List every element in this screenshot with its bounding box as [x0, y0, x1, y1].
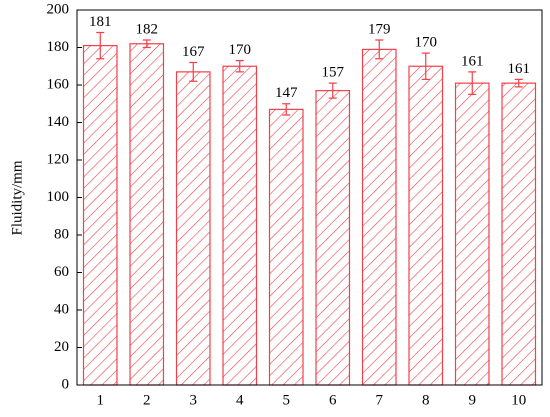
x-tick-label: 3 [190, 392, 198, 408]
value-label: 161 [461, 53, 484, 69]
y-tick-label: 100 [47, 189, 70, 205]
error-bar [189, 61, 198, 82]
y-tick-label: 160 [47, 76, 70, 92]
x-tick-label: 10 [511, 392, 526, 408]
value-label: 170 [229, 42, 252, 58]
y-tick-label: 20 [54, 339, 69, 355]
y-tick-label: 140 [47, 114, 70, 130]
bar [315, 90, 351, 386]
error-bar [375, 39, 384, 60]
bar [222, 65, 258, 386]
bar [501, 82, 537, 386]
x-tick-label: 5 [283, 392, 291, 408]
bar [268, 108, 304, 386]
bar [82, 45, 118, 386]
bar [361, 48, 397, 386]
value-label: 167 [182, 44, 205, 60]
value-label: 179 [368, 21, 391, 37]
y-tick-label: 120 [47, 151, 70, 167]
y-tick-label: 180 [47, 39, 70, 55]
y-tick-label: 40 [54, 301, 69, 317]
x-tick-label: 2 [143, 392, 151, 408]
error-bar [468, 71, 477, 95]
x-tick-label: 8 [422, 392, 430, 408]
y-tick-label: 60 [54, 264, 69, 280]
error-bar [235, 60, 244, 73]
value-label: 182 [136, 21, 159, 37]
x-tick-label: 7 [376, 392, 384, 408]
value-label: 147 [275, 85, 298, 101]
x-tick-label: 6 [329, 392, 337, 408]
x-tick-label: 9 [469, 392, 477, 408]
y-tick-label: 200 [47, 1, 70, 17]
value-label: 170 [415, 35, 438, 51]
y-tick-label: 80 [54, 226, 69, 242]
bar [408, 65, 444, 386]
bar [454, 82, 490, 386]
error-bar [96, 31, 105, 60]
x-tick-label: 1 [97, 392, 105, 408]
value-label: 181 [89, 14, 112, 30]
error-bar [421, 52, 430, 80]
error-bar [514, 78, 523, 88]
plot-frame [76, 9, 543, 386]
error-bar [328, 82, 337, 99]
y-tick-label: 0 [62, 376, 70, 392]
value-label: 157 [322, 65, 345, 81]
y-axis-label: Fluidity/mm [9, 160, 25, 235]
value-label: 161 [508, 61, 531, 77]
error-bar [282, 103, 291, 116]
x-tick-label: 4 [236, 392, 244, 408]
error-bar [142, 39, 151, 49]
bar [175, 71, 211, 386]
bar [129, 43, 165, 386]
